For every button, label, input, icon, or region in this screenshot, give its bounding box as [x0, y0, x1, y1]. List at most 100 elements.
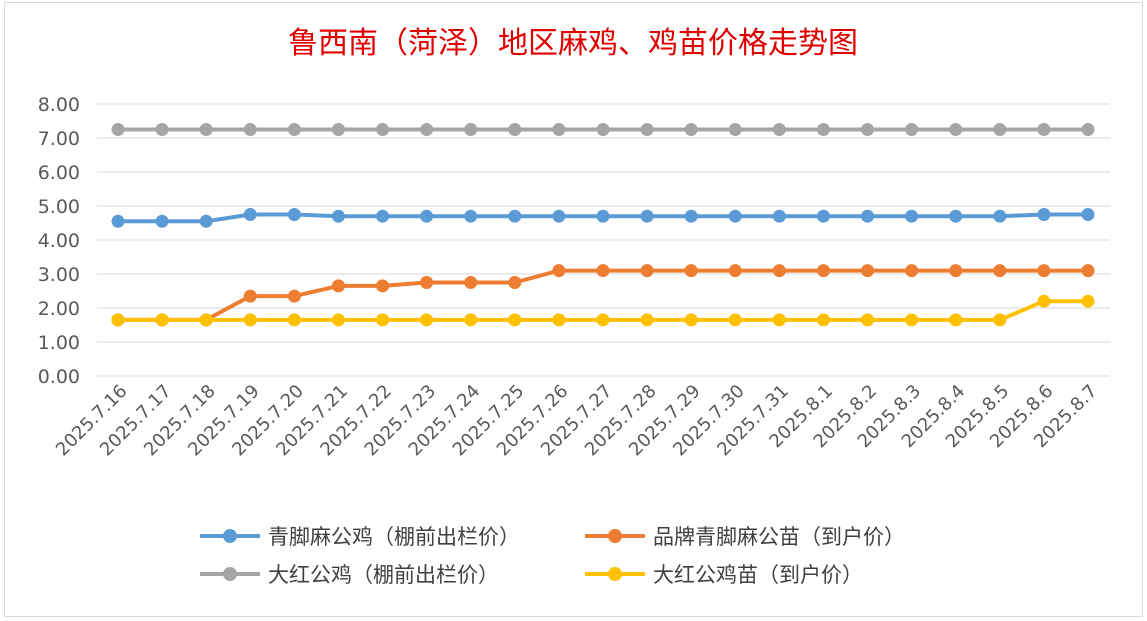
- data-point: [155, 123, 169, 136]
- data-point: [596, 313, 610, 327]
- legend-marker: [608, 567, 622, 581]
- data-point: [861, 209, 875, 223]
- data-point: [949, 209, 963, 223]
- data-point: [772, 123, 786, 136]
- data-point: [420, 209, 434, 223]
- series-line: [118, 268, 1088, 322]
- data-point: [111, 123, 125, 136]
- data-point: [420, 313, 434, 327]
- data-point: [1081, 123, 1095, 136]
- y-tick-label: 7.00: [38, 128, 80, 150]
- data-point: [1037, 208, 1051, 221]
- data-point: [905, 123, 919, 136]
- y-tick-label: 6.00: [38, 162, 80, 184]
- data-point: [508, 276, 522, 289]
- data-point: [684, 209, 698, 223]
- y-tick-label: 2.00: [38, 298, 80, 320]
- legend-marker: [223, 529, 237, 543]
- data-point: [376, 313, 390, 327]
- data-point: [331, 313, 345, 327]
- data-point: [949, 264, 963, 278]
- data-point: [816, 313, 830, 327]
- data-point: [993, 264, 1007, 278]
- data-point: [816, 123, 830, 136]
- data-point: [287, 123, 301, 136]
- data-point: [640, 313, 654, 327]
- data-point: [552, 313, 566, 327]
- data-point: [684, 264, 698, 278]
- data-point: [508, 209, 522, 223]
- data-point: [905, 209, 919, 223]
- data-point: [905, 313, 919, 327]
- data-point: [199, 123, 213, 136]
- data-point: [640, 123, 654, 136]
- data-point: [861, 313, 875, 327]
- data-point: [420, 276, 434, 289]
- data-point: [464, 313, 478, 327]
- data-point: [243, 289, 257, 303]
- data-point: [199, 214, 213, 228]
- data-point: [331, 279, 345, 293]
- y-tick-label: 4.00: [38, 230, 80, 252]
- y-tick-label: 0.00: [38, 366, 80, 388]
- data-point: [1081, 294, 1095, 308]
- data-point: [993, 123, 1007, 136]
- data-point: [420, 123, 434, 136]
- data-point: [861, 123, 875, 136]
- legend-label: 大红公鸡（棚前出栏价）: [268, 563, 499, 587]
- y-tick-label: 3.00: [38, 264, 80, 286]
- data-point: [464, 123, 478, 136]
- legend-label: 青脚麻公鸡（棚前出栏价）: [268, 525, 520, 549]
- data-point: [287, 208, 301, 221]
- data-point: [155, 313, 169, 327]
- data-point: [993, 209, 1007, 223]
- data-point: [684, 123, 698, 136]
- data-point: [331, 209, 345, 223]
- data-point: [243, 123, 257, 136]
- data-point: [596, 264, 610, 278]
- data-point: [376, 123, 390, 136]
- data-point: [1037, 294, 1051, 308]
- y-tick-label: 8.00: [38, 94, 80, 116]
- data-point: [243, 313, 257, 327]
- data-point: [376, 279, 390, 293]
- legend-label: 大红公鸡苗（到户价）: [653, 563, 863, 587]
- data-point: [1081, 264, 1095, 278]
- data-point: [640, 209, 654, 223]
- y-tick-label: 1.00: [38, 332, 80, 354]
- data-point: [596, 209, 610, 223]
- chart-title: 鲁西南（菏泽）地区麻鸡、鸡苗价格走势图: [288, 26, 858, 61]
- data-point: [552, 123, 566, 136]
- data-point: [772, 209, 786, 223]
- data-point: [728, 264, 742, 278]
- data-point: [464, 209, 478, 223]
- data-point: [376, 209, 390, 223]
- legend-label: 品牌青脚麻公苗（到户价）: [653, 525, 905, 549]
- data-point: [684, 313, 698, 327]
- data-point: [728, 123, 742, 136]
- data-point: [596, 123, 610, 136]
- data-point: [552, 209, 566, 223]
- data-point: [861, 264, 875, 278]
- data-point: [552, 264, 566, 278]
- data-point: [949, 123, 963, 136]
- data-point: [155, 214, 169, 228]
- data-point: [905, 264, 919, 278]
- data-point: [772, 264, 786, 278]
- data-point: [331, 123, 345, 136]
- data-point: [508, 313, 522, 327]
- data-point: [199, 313, 213, 327]
- data-point: [1037, 123, 1051, 136]
- data-point: [993, 313, 1007, 327]
- data-point: [508, 123, 522, 136]
- data-point: [1037, 264, 1051, 278]
- data-point: [243, 208, 257, 221]
- data-point: [949, 313, 963, 327]
- data-point: [287, 313, 301, 327]
- y-tick-label: 5.00: [38, 196, 80, 218]
- data-point: [111, 214, 125, 228]
- data-point: [1081, 208, 1095, 221]
- data-point: [287, 289, 301, 303]
- data-point: [640, 264, 654, 278]
